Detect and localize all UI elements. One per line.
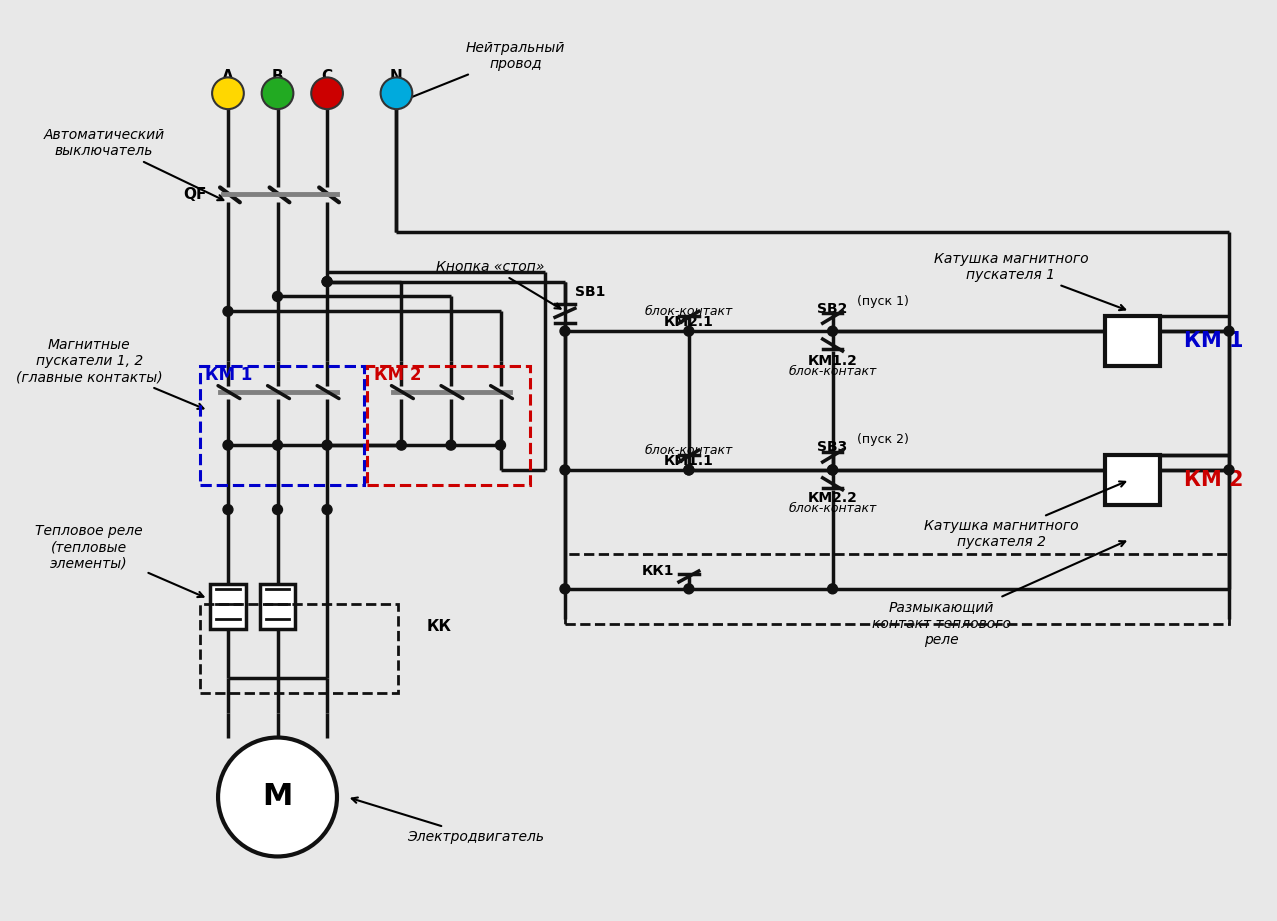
Text: Нейтральный
провод: Нейтральный провод <box>401 41 566 102</box>
Text: блок-контакт: блок-контакт <box>788 366 877 379</box>
Text: КК1: КК1 <box>641 564 674 578</box>
Text: КМ2.2: КМ2.2 <box>807 491 857 505</box>
Circle shape <box>684 326 693 336</box>
Text: Катушка магнитного
пускателя 2: Катушка магнитного пускателя 2 <box>923 482 1125 550</box>
Circle shape <box>322 440 332 450</box>
Circle shape <box>312 77 344 109</box>
Text: Автоматический
выключатель: Автоматический выключатель <box>43 128 223 200</box>
Circle shape <box>223 307 232 316</box>
Circle shape <box>684 465 693 475</box>
Circle shape <box>684 465 693 475</box>
Circle shape <box>223 505 232 515</box>
Text: Катушка магнитного
пускателя 1: Катушка магнитного пускателя 1 <box>933 251 1125 310</box>
Text: SB3: SB3 <box>817 440 848 454</box>
Text: A: A <box>222 69 234 85</box>
Circle shape <box>1225 465 1234 475</box>
Circle shape <box>446 440 456 450</box>
Circle shape <box>1225 326 1234 336</box>
Circle shape <box>827 465 838 475</box>
Circle shape <box>322 505 332 515</box>
Circle shape <box>223 440 232 450</box>
Circle shape <box>827 326 838 336</box>
Bar <box>259 584 295 628</box>
Bar <box>1105 316 1160 366</box>
Text: КМ 2: КМ 2 <box>1185 470 1244 490</box>
Circle shape <box>561 584 570 594</box>
Text: блок-контакт: блок-контакт <box>645 444 733 457</box>
Text: блок-контакт: блок-контакт <box>788 502 877 515</box>
Text: C: C <box>322 69 332 85</box>
Text: Размыкающий
контакт теплового
реле: Размыкающий контакт теплового реле <box>872 542 1125 647</box>
Circle shape <box>381 77 412 109</box>
Bar <box>200 604 398 693</box>
Circle shape <box>684 584 693 594</box>
Text: КМ1.2: КМ1.2 <box>807 354 857 367</box>
Text: N: N <box>389 69 402 85</box>
Text: (пуск 1): (пуск 1) <box>857 295 909 308</box>
Bar <box>564 554 1228 624</box>
Circle shape <box>272 440 282 450</box>
Text: QF: QF <box>183 187 206 202</box>
Bar <box>200 366 364 484</box>
Circle shape <box>396 440 406 450</box>
Circle shape <box>212 77 244 109</box>
Circle shape <box>827 584 838 594</box>
Text: М: М <box>262 783 292 811</box>
Text: SB1: SB1 <box>575 285 605 298</box>
Circle shape <box>262 77 294 109</box>
Text: SB2: SB2 <box>817 302 848 316</box>
Circle shape <box>561 326 570 336</box>
Text: КМ2.1: КМ2.1 <box>664 315 714 329</box>
Text: Кнопка «стоп»: Кнопка «стоп» <box>437 260 561 309</box>
Circle shape <box>561 465 570 475</box>
Circle shape <box>272 505 282 515</box>
Text: КМ 2: КМ 2 <box>374 366 421 384</box>
Text: Тепловое реле
(тепловые
элементы): Тепловое реле (тепловые элементы) <box>36 524 203 597</box>
Text: КМ 1: КМ 1 <box>206 366 253 384</box>
Text: блок-контакт: блок-контакт <box>645 305 733 318</box>
Bar <box>211 584 245 628</box>
Circle shape <box>827 465 838 475</box>
Bar <box>366 366 530 484</box>
Text: КМ1.1: КМ1.1 <box>664 454 714 468</box>
Text: КМ 1: КМ 1 <box>1185 331 1244 351</box>
Circle shape <box>272 292 282 301</box>
Circle shape <box>218 738 337 857</box>
Bar <box>1105 455 1160 505</box>
Text: (пуск 2): (пуск 2) <box>857 433 909 446</box>
Text: Магнитные
пускатели 1, 2
(главные контакты): Магнитные пускатели 1, 2 (главные контак… <box>15 338 203 409</box>
Circle shape <box>322 276 332 286</box>
Text: КК: КК <box>427 619 451 634</box>
Text: Электродвигатель: Электродвигатель <box>351 798 544 844</box>
Circle shape <box>322 276 332 286</box>
Text: B: B <box>272 69 283 85</box>
Circle shape <box>495 440 506 450</box>
